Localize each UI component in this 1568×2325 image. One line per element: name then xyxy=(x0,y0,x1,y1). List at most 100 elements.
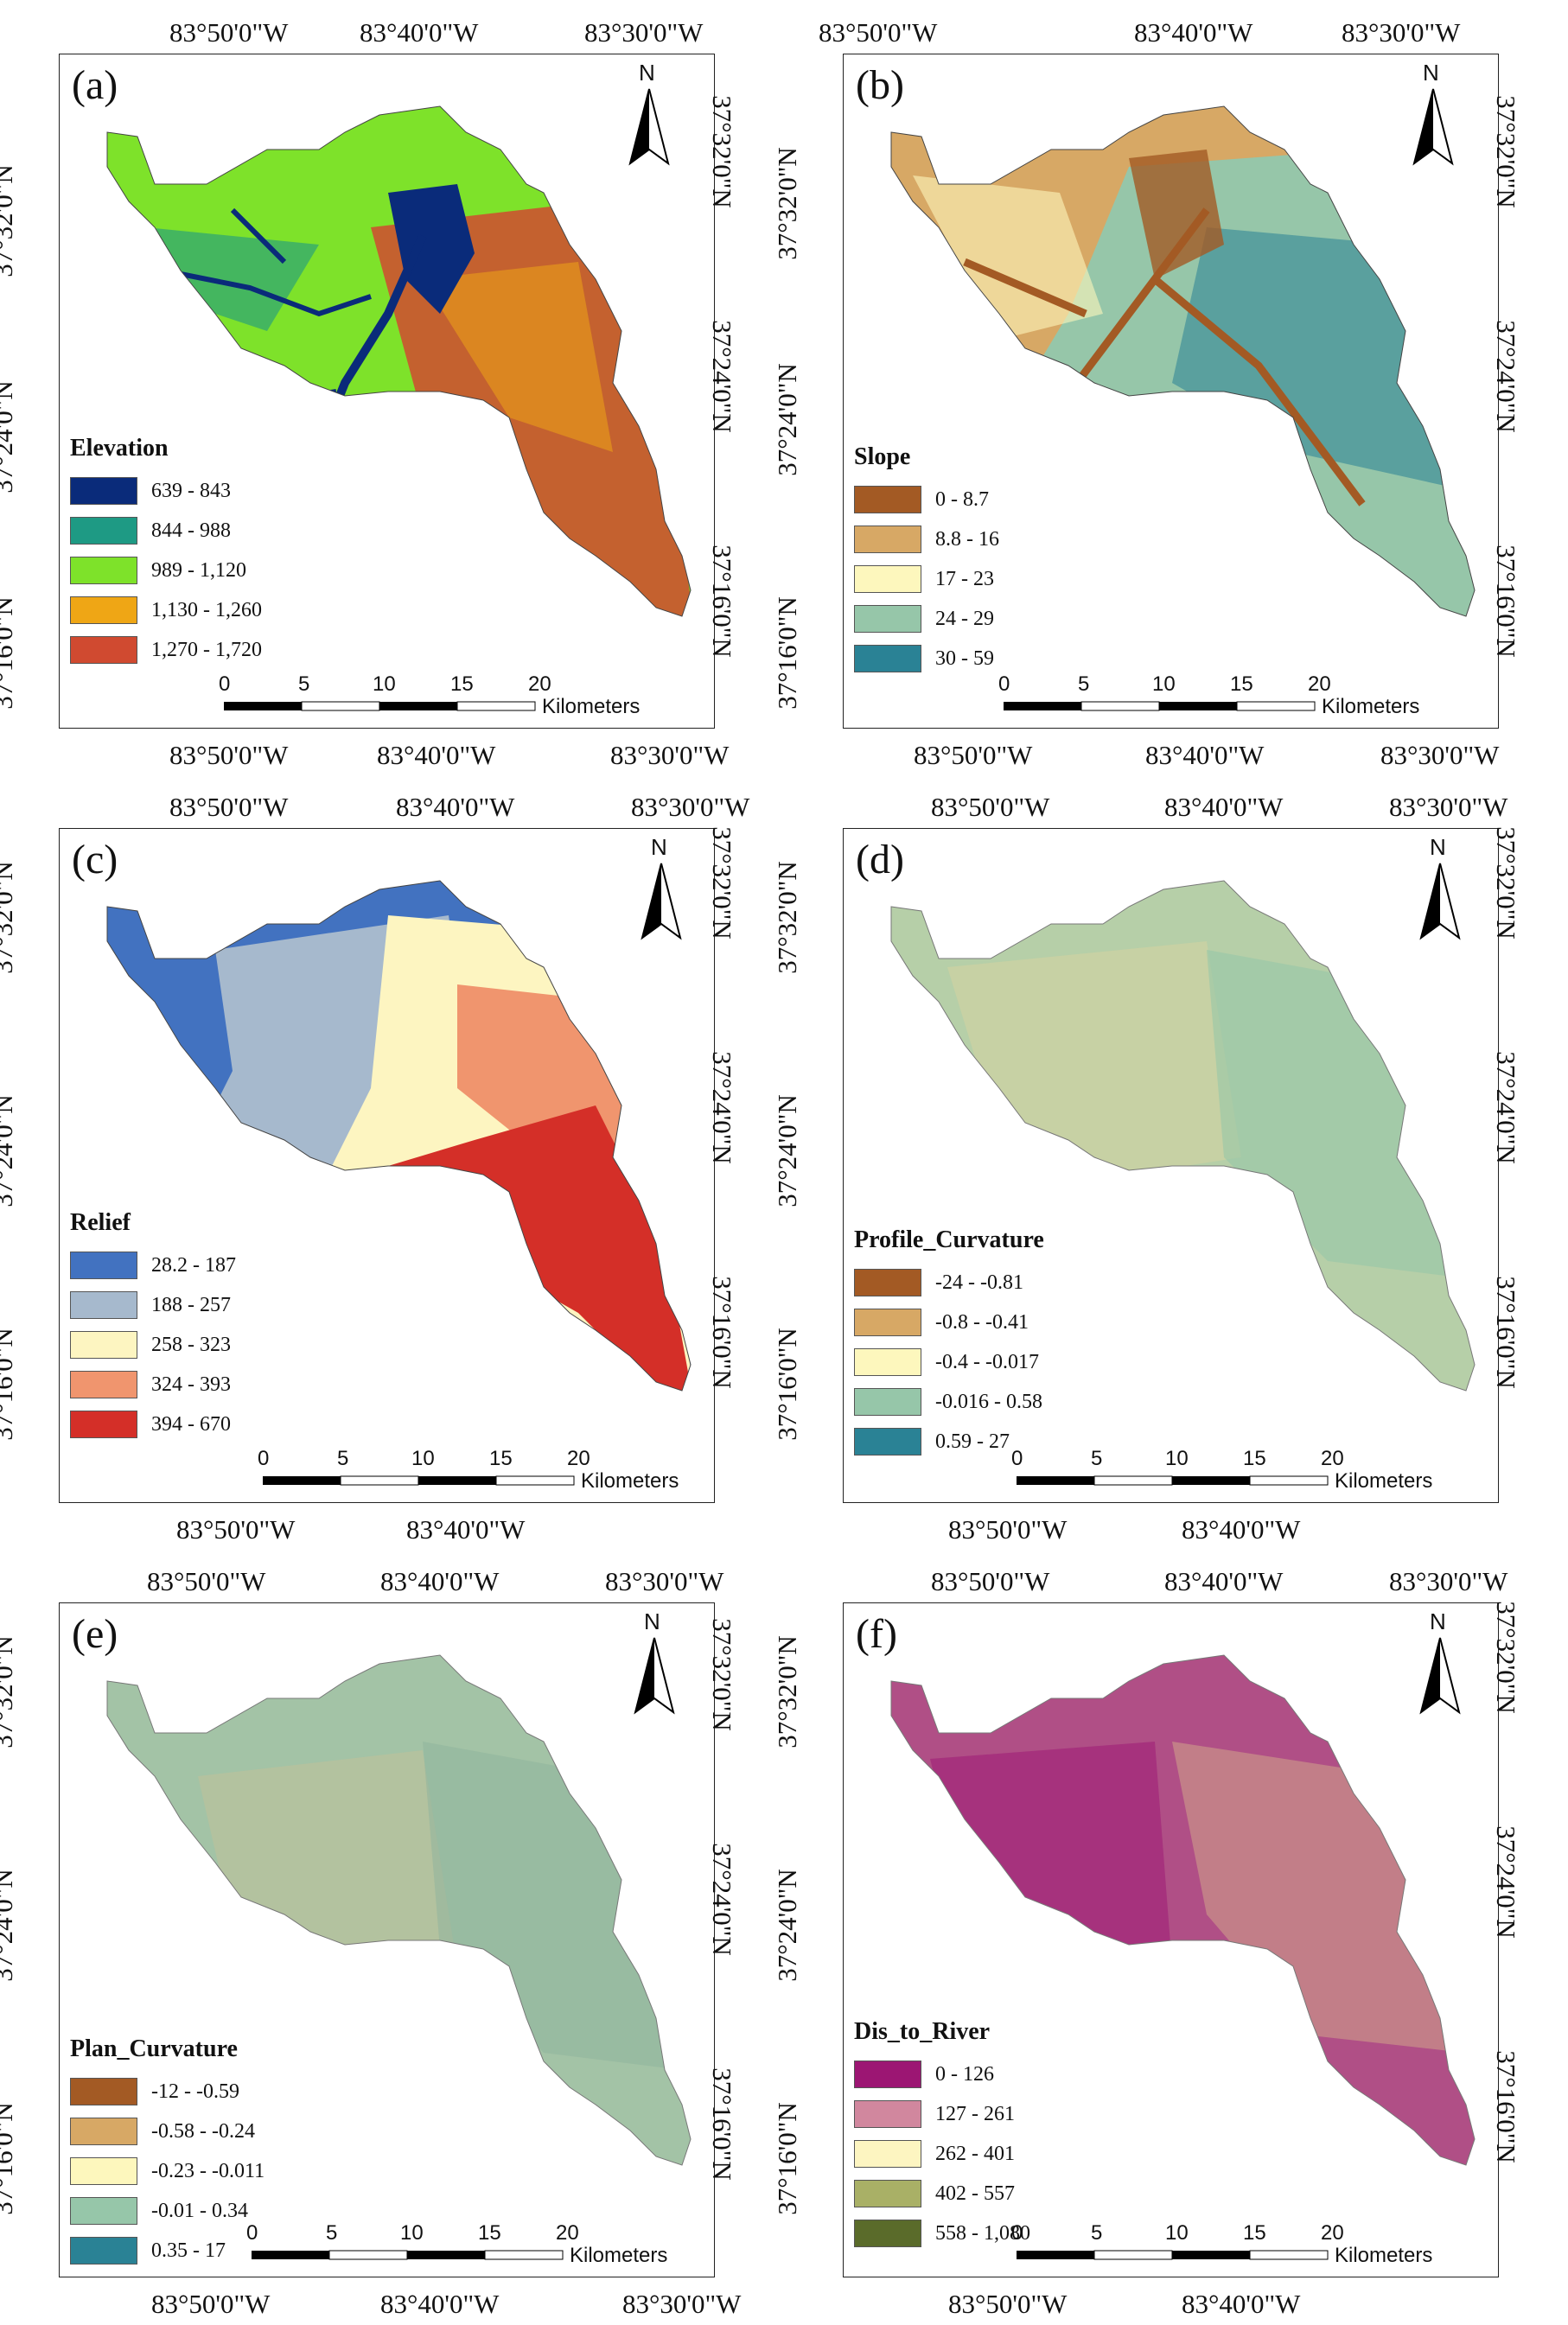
scale-bar: 0 5 10 15 20 Kilometers xyxy=(1011,1447,1483,1499)
legend-label: 0 - 126 xyxy=(935,2062,994,2086)
legend-swatch xyxy=(70,1411,137,1438)
legend-item: -24 - -0.81 xyxy=(854,1263,1044,1303)
distance-to-river-map xyxy=(890,1654,1476,2166)
near-zone xyxy=(930,1742,1172,1966)
lon-label-top: 83°40'0"W xyxy=(1134,17,1253,48)
legend-swatch xyxy=(854,486,921,513)
lat-label-left: 37°32'0"N xyxy=(771,1635,802,1749)
lat-label-left: 37°32'0"N xyxy=(0,164,18,277)
lat-label-left: 37°24'0"N xyxy=(771,363,802,476)
lat-label-left: 37°16'0"N xyxy=(0,2102,18,2215)
texture-zone xyxy=(198,1750,457,2001)
legend-label: 28.2 - 187 xyxy=(151,1253,236,1277)
legend-swatch xyxy=(70,477,137,505)
profile-curvature-map xyxy=(890,880,1476,1392)
legend-swatch xyxy=(70,636,137,664)
panel-e: 83°50'0"W 83°40'0"W 83°30'0"W (e) N Plan… xyxy=(0,1549,784,2323)
scale-bar-graphic xyxy=(252,2250,564,2260)
lat-label-left: 37°24'0"N xyxy=(0,1094,18,1207)
legend-item: 30 - 59 xyxy=(854,639,999,678)
scale-bar-graphic xyxy=(224,701,536,711)
north-arrow-icon xyxy=(1419,1637,1461,1715)
legend-title: Profile_Curvature xyxy=(854,1226,1044,1253)
lat-label-right: 37°24'0"N xyxy=(1490,1051,1521,1164)
legend-label: 262 - 401 xyxy=(935,2142,1015,2165)
north-letter: N xyxy=(1430,834,1446,860)
lon-label-bottom: 83°50'0"W xyxy=(176,1514,296,1545)
lon-label-top: 83°30'0"W xyxy=(1389,1566,1508,1596)
legend-label: 402 - 557 xyxy=(935,2182,1015,2205)
lon-label-bottom: 83°30'0"W xyxy=(610,740,730,770)
upper-zone xyxy=(423,262,613,452)
lat-label-right: 37°32'0"N xyxy=(1490,95,1521,208)
legend-label: 188 - 257 xyxy=(151,1293,231,1316)
legend: Slope 0 - 8.7 8.8 - 16 17 - 23 24 - 29 3… xyxy=(854,443,999,678)
panel-label: (b) xyxy=(856,62,904,108)
legend-label: -0.4 - -0.017 xyxy=(935,1350,1039,1373)
legend-label: -0.8 - -0.41 xyxy=(935,1310,1029,1334)
lat-label-left: 37°32'0"N xyxy=(771,861,802,974)
panel-f: 83°50'0"W 83°40'0"W 83°30'0"W (f) N Dis_… xyxy=(772,1549,1568,2323)
lon-label-bottom: 83°40'0"W xyxy=(380,2289,500,2319)
lon-label-bottom: 83°50'0"W xyxy=(948,1514,1068,1545)
plan-curvature-map xyxy=(106,1654,692,2166)
scale-tick-label: 15 xyxy=(489,1447,513,1470)
map-frame: (c) N Relief 28.2 - 187 188 - 257 258 - … xyxy=(59,828,715,1503)
lat-label-left: 37°24'0"N xyxy=(0,380,18,494)
legend-label: 844 - 988 xyxy=(151,519,231,542)
lat-label-left: 37°32'0"N xyxy=(0,1635,18,1749)
scale-tick-label: 10 xyxy=(1152,672,1176,696)
scale-tick-label: 0 xyxy=(1011,1447,1023,1470)
legend-swatch xyxy=(854,2180,921,2207)
legend-item: -0.4 - -0.017 xyxy=(854,1342,1044,1382)
legend-label: -24 - -0.81 xyxy=(935,1271,1023,1294)
legend-item: 0 - 126 xyxy=(854,2054,1030,2094)
legend-swatch xyxy=(70,2197,137,2225)
scale-tick-label: 5 xyxy=(298,672,310,696)
legend-swatch xyxy=(70,1371,137,1398)
scale-tick-label: 10 xyxy=(1165,2221,1189,2245)
legend-item: 844 - 988 xyxy=(70,511,262,551)
relief-map xyxy=(106,880,692,1392)
legend-item: 8.8 - 16 xyxy=(854,519,999,559)
scale-unit: Kilometers xyxy=(1335,1469,1433,1493)
legend-item: -0.23 - -0.011 xyxy=(70,2151,265,2191)
scale-tick-label: 5 xyxy=(1091,1447,1103,1470)
lon-label-top: 83°40'0"W xyxy=(360,17,479,48)
panel-label: (e) xyxy=(72,1611,118,1657)
legend-label: 558 - 1,080 xyxy=(935,2221,1030,2245)
map-frame: (b) N Slope 0 - 8.7 8.8 - 16 17 - 23 24 … xyxy=(843,54,1499,729)
legend-label: 8.8 - 16 xyxy=(935,527,999,551)
lon-label-top: 83°30'0"W xyxy=(1342,17,1461,48)
legend-label: 0.35 - 17 xyxy=(151,2239,226,2262)
legend-label: 989 - 1,120 xyxy=(151,558,246,582)
legend-swatch xyxy=(854,1388,921,1416)
legend-title: Relief xyxy=(70,1209,131,1236)
scale-tick-label: 0 xyxy=(998,672,1010,696)
scale-tick-label: 5 xyxy=(1091,2221,1103,2245)
legend-title: Elevation xyxy=(70,435,169,462)
legend-item: 127 - 261 xyxy=(854,2094,1030,2134)
legend-swatch xyxy=(854,2220,921,2247)
legend-swatch xyxy=(70,2157,137,2185)
legend-label: 0.59 - 27 xyxy=(935,1430,1010,1453)
legend-swatch xyxy=(70,2237,137,2264)
scale-tick-label: 20 xyxy=(556,2221,579,2245)
scale-bar-graphic xyxy=(1017,2250,1329,2260)
lat-label-right: 37°24'0"N xyxy=(706,1051,737,1164)
legend-swatch xyxy=(70,517,137,545)
legend-label: 324 - 393 xyxy=(151,1373,231,1396)
legend: Elevation 639 - 843 844 - 988 989 - 1,12… xyxy=(70,435,262,670)
legend-label: -0.01 - 0.34 xyxy=(151,2199,248,2222)
lon-label-bottom: 83°50'0"W xyxy=(151,2289,271,2319)
steepest-zone xyxy=(1172,227,1449,487)
panel-c: 83°50'0"W 83°40'0"W 83°30'0"W (c) N Reli… xyxy=(0,774,784,1549)
legend-swatch xyxy=(70,596,137,624)
legend-item: 17 - 23 xyxy=(854,559,999,599)
legend-swatch xyxy=(70,1252,137,1279)
north-letter: N xyxy=(651,834,667,860)
legend-label: 30 - 59 xyxy=(935,647,994,670)
lat-label-left: 37°16'0"N xyxy=(771,596,802,710)
scale-tick-label: 15 xyxy=(1243,2221,1266,2245)
scale-unit: Kilometers xyxy=(581,1469,679,1493)
